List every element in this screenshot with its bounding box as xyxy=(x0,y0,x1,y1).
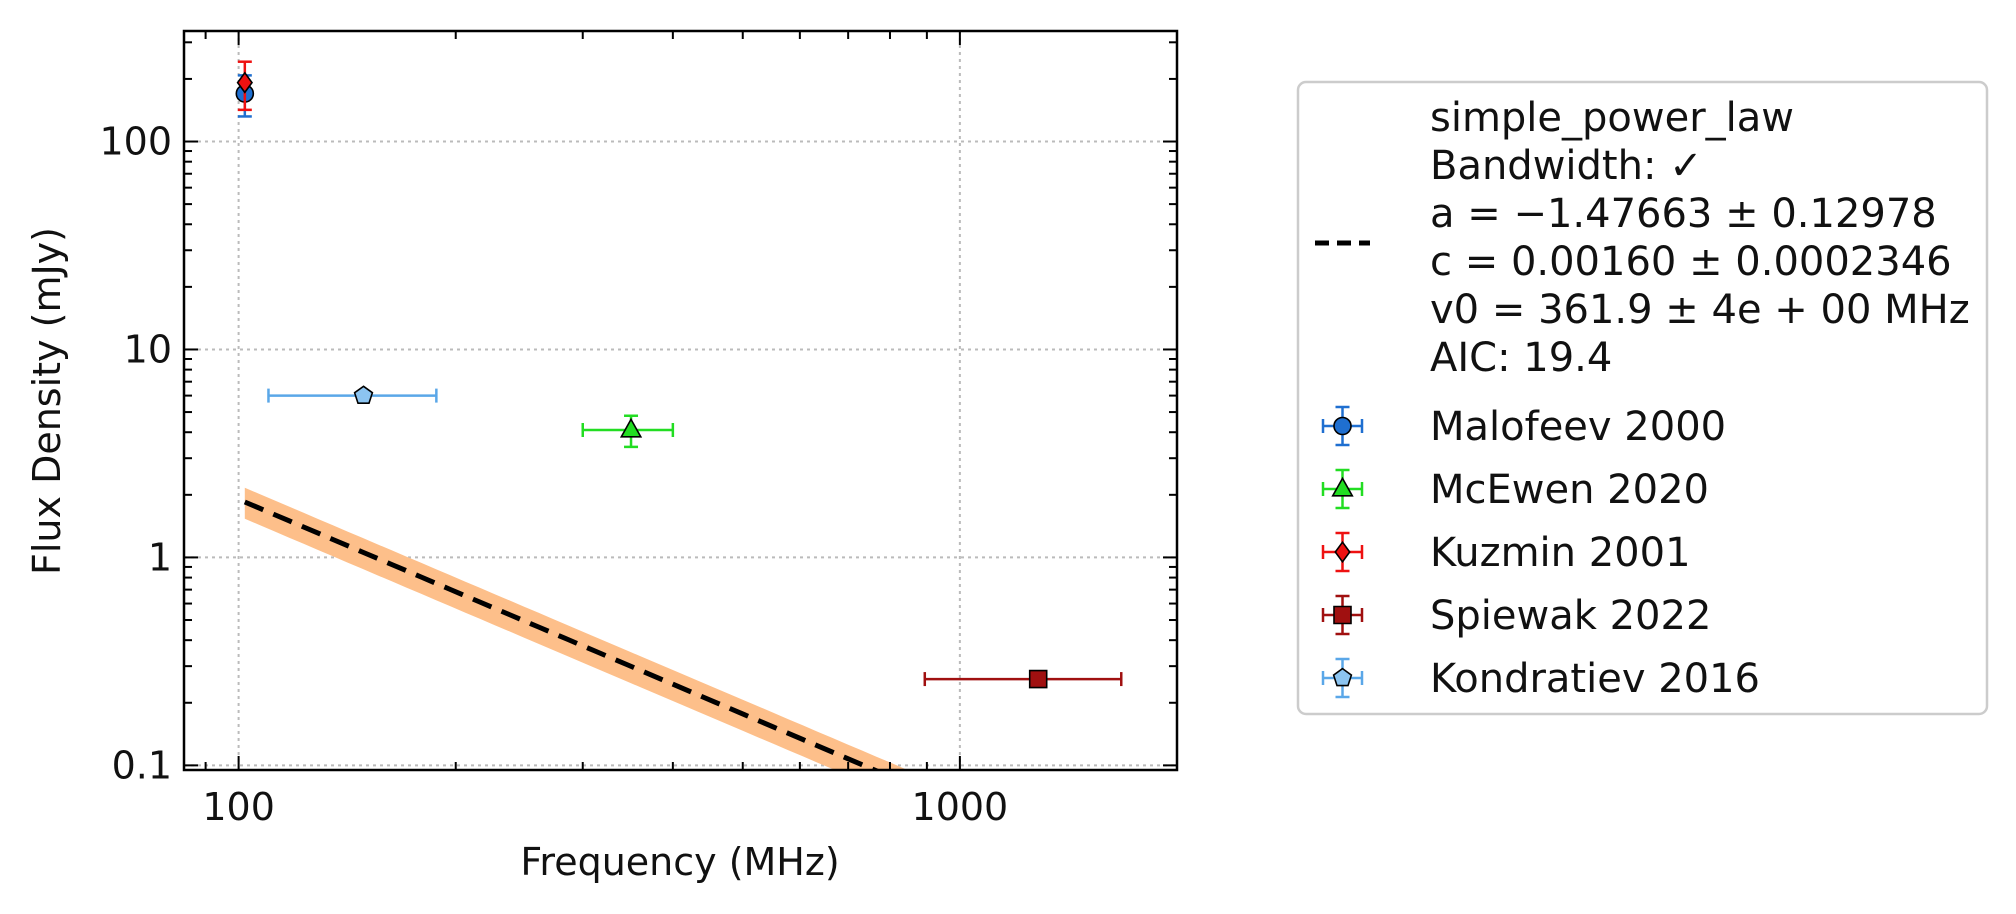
plot-area: 100 1000 0.1 1 10 100 xyxy=(99,29,1179,829)
data-marker xyxy=(1028,669,1048,689)
y-tick-label: 0.1 xyxy=(112,743,172,787)
y-tick-label: 1 xyxy=(148,535,172,579)
y-tick-label: 100 xyxy=(99,120,172,164)
legend-fit-text-line: c = 0.00160 ± 0.0002346 xyxy=(1430,239,1952,285)
data-point-spiewak-2022 xyxy=(923,669,1123,689)
legend-label: Spiewak 2022 xyxy=(1430,593,1711,639)
data-marker xyxy=(353,385,374,405)
legend-marker xyxy=(1334,540,1351,564)
legend-marker xyxy=(1333,416,1352,436)
data-point-kuzmin-2001 xyxy=(236,60,253,112)
data-point-mcewen-2020 xyxy=(581,414,675,449)
data-point-kondratiev-2016 xyxy=(267,385,438,405)
legend-label: McEwen 2020 xyxy=(1430,467,1709,513)
legend-fit-text-line: Bandwidth: ✓ xyxy=(1430,143,1703,189)
legend-entry-mcewen-2020: McEwen 2020 xyxy=(1321,467,1709,513)
legend-entry-kondratiev-2016: Kondratiev 2016 xyxy=(1321,656,1760,702)
legend-fit-text-line: AIC: 19.4 xyxy=(1430,335,1612,381)
legend-marker xyxy=(1333,605,1352,625)
fit-uncertainty-band xyxy=(244,487,908,770)
legend-frame xyxy=(1296,80,1989,716)
legend-fit-text-line: v0 = 361.9 ± 4e + 00 MHz xyxy=(1430,287,1970,333)
fit-line xyxy=(243,499,881,770)
data-marker xyxy=(619,417,643,438)
legend-marker xyxy=(1331,476,1354,497)
legend-fit-text-line: a = −1.47663 ± 0.12978 xyxy=(1430,191,1937,237)
legend-label: Kuzmin 2001 xyxy=(1430,530,1691,576)
legend-fit-text-line: simple_power_law xyxy=(1430,95,1794,141)
x-axis-label: Frequency (MHz) xyxy=(520,840,839,884)
legend-label: Kondratiev 2016 xyxy=(1430,656,1760,702)
legend-marker xyxy=(1332,667,1353,687)
legend-entry-kuzmin-2001: Kuzmin 2001 xyxy=(1321,530,1691,576)
y-axis-label: Flux Density (mJy) xyxy=(25,227,69,575)
plot-frame xyxy=(182,29,1179,772)
data-marker xyxy=(236,71,253,94)
x-tick-label: 100 xyxy=(202,785,275,829)
legend-entry-spiewak-2022: Spiewak 2022 xyxy=(1321,593,1711,639)
x-tick-label: 1000 xyxy=(912,785,1009,829)
legend-label: Malofeev 2000 xyxy=(1430,404,1726,450)
y-tick-label: 10 xyxy=(124,327,172,371)
legend-entry-malofeev-2000: Malofeev 2000 xyxy=(1321,404,1726,450)
